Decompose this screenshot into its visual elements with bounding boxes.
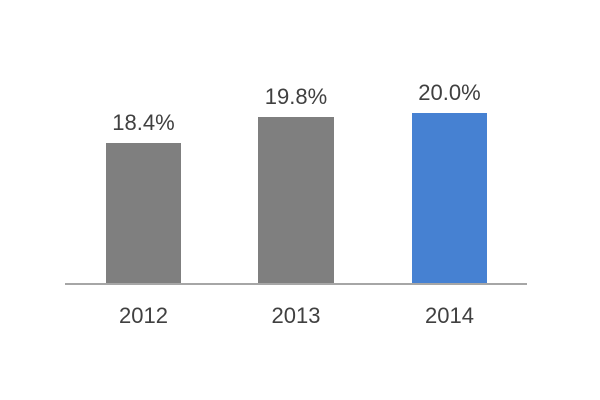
bar-2013 (258, 117, 334, 283)
x-tick-label-2014: 2014 (425, 303, 474, 328)
bar-value-label-2013: 19.8% (264, 84, 328, 109)
bar-2012 (106, 143, 181, 283)
x-axis-line (65, 283, 527, 285)
x-tick-label-2013: 2013 (271, 303, 321, 328)
bar-group-2013: 19.8% (258, 84, 334, 283)
bar-value-label-2012: 18.4% (112, 110, 175, 135)
bar-group-2014: 20.0% (412, 80, 487, 283)
bar-value-label-2014: 20.0% (418, 80, 481, 105)
bar-group-2012: 18.4% (106, 110, 181, 283)
x-tick-label-2012: 2012 (119, 303, 168, 328)
plot-area: 18.4% 19.8% 20.0% 2012 2013 2014 (65, 80, 527, 328)
bar-2014 (412, 113, 487, 283)
